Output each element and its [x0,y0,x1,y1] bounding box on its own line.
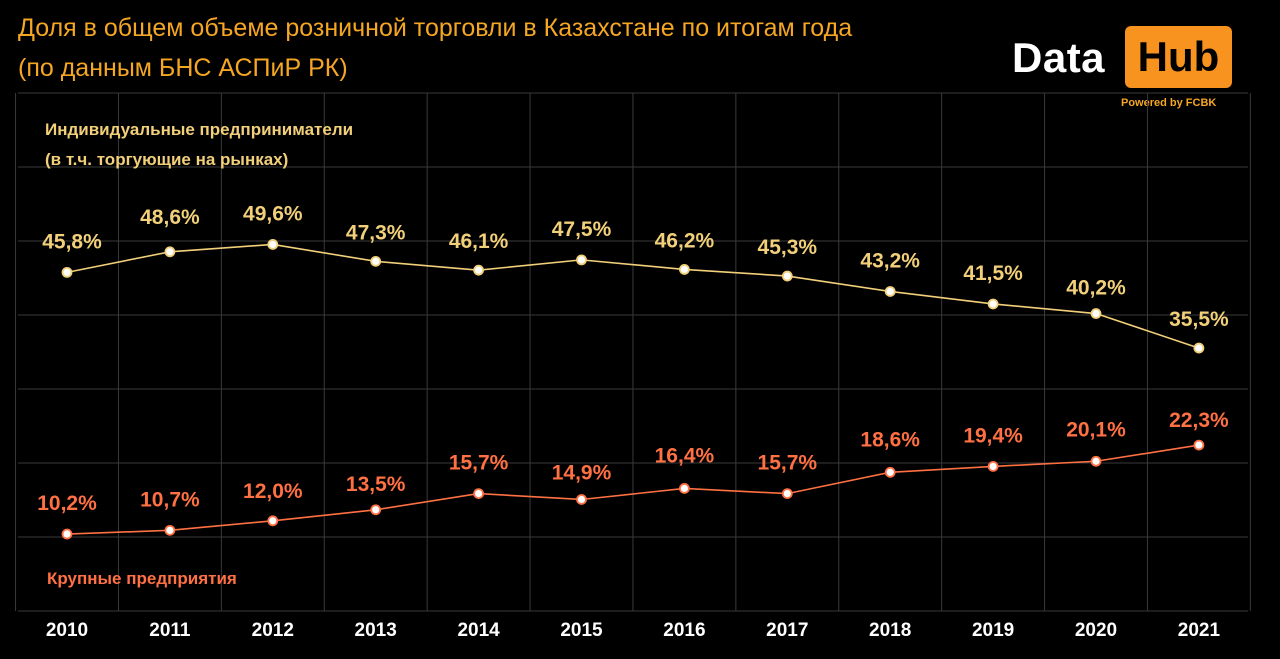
series-name-individual: Индивидуальные предприниматели [45,120,353,139]
x-tick-label: 2020 [1075,620,1117,641]
logo-data-text: Data [1012,34,1106,81]
x-tick-label: 2012 [252,620,294,641]
data-label: 35,5% [1169,308,1229,331]
data-label: 47,5% [552,218,612,241]
x-tick-label: 2019 [972,620,1014,641]
data-label: 14,9% [552,461,612,484]
x-tick-label: 2011 [149,620,191,641]
data-label: 47,3% [346,221,406,244]
x-tick-label: 2010 [46,620,88,641]
logo-hub-box: Hub [1125,26,1232,88]
data-point [164,524,176,536]
chart-title-line2: (по данным БНС АСПиР РК) [18,54,348,82]
data-point [267,515,279,527]
x-tick-label: 2021 [1178,620,1221,641]
data-label: 13,5% [346,473,406,496]
data-point [473,264,485,276]
data-point [987,298,999,310]
data-point [1090,308,1102,319]
data-label: 15,7% [758,452,818,475]
data-point [1090,455,1102,467]
x-tick-label: 2014 [457,620,500,641]
data-point [679,264,690,275]
x-tick-label: 2016 [663,620,705,641]
series-name-individual: (в т.ч. торгующие на рынках) [45,150,288,169]
x-tick-label: 2018 [869,620,911,641]
data-point [1193,342,1205,354]
data-point [884,286,896,297]
logo-powered-by: Powered by FCBK [1121,97,1217,109]
data-label: 49,6% [243,202,303,225]
x-tick-label: 2013 [355,620,397,641]
chart-title-line1: Доля в общем объеме розничной торговли в… [18,14,853,42]
data-label: 43,2% [860,249,920,272]
data-label: 45,8% [42,230,102,253]
data-label: 46,1% [449,230,509,253]
data-label: 48,6% [140,206,200,229]
data-label: 19,4% [963,424,1023,447]
series-line-large [66,444,1200,535]
series-name-large: Крупные предприятия [47,569,237,588]
x-tick-label: 2017 [766,620,808,641]
data-point [576,254,587,266]
x-tick-label: 2015 [560,620,603,641]
data-label: 45,3% [758,236,818,259]
data-point [884,466,896,478]
chart-title: Доля в общем объеме розничной торговли в… [18,8,852,88]
data-label: 10,7% [140,488,200,511]
data-point [61,266,73,278]
data-point [370,504,382,516]
data-point [576,494,587,505]
data-point [370,255,382,267]
data-label: 12,0% [243,480,303,503]
data-point [987,461,999,472]
data-label: 10,2% [37,492,97,515]
data-label: 40,2% [1066,277,1126,300]
data-point [61,528,73,540]
data-label: 15,7% [449,452,509,475]
data-point [781,270,793,282]
data-label: 20,1% [1066,418,1126,441]
data-point [679,483,690,494]
data-point [781,488,793,500]
data-point [267,239,279,250]
data-label: 46,2% [655,229,715,252]
data-label: 18,6% [860,428,920,451]
data-label: 41,5% [963,262,1023,285]
data-point [473,488,485,500]
datahub-logo: Data Hub Powered by FCBK [1012,26,1234,116]
data-point [164,246,176,258]
data-point [1193,439,1205,451]
data-label: 22,3% [1169,409,1229,432]
series-line-individual [66,243,1200,349]
data-label: 16,4% [655,444,715,467]
